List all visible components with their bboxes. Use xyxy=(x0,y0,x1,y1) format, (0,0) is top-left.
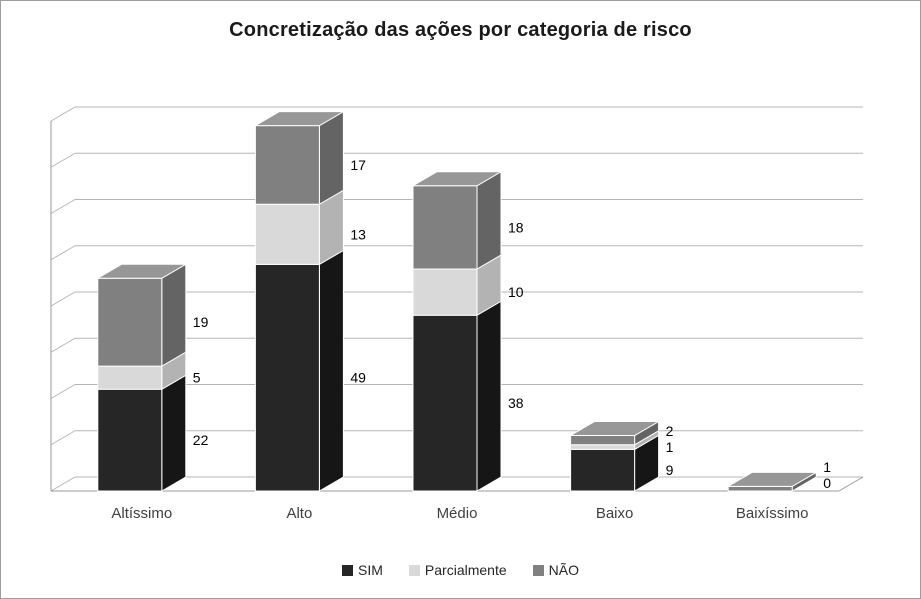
svg-text:5: 5 xyxy=(193,370,201,386)
legend-swatch-nao xyxy=(532,564,544,576)
svg-text:Altíssimo: Altíssimo xyxy=(111,505,172,522)
legend-item-nao: NÃO xyxy=(532,562,579,578)
svg-text:Baixo: Baixo xyxy=(596,505,634,522)
legend-swatch-parcialmente xyxy=(408,564,420,576)
svg-text:10: 10 xyxy=(508,284,524,300)
svg-text:Alto: Alto xyxy=(286,505,312,522)
svg-text:19: 19 xyxy=(193,314,209,330)
svg-text:Médio: Médio xyxy=(437,505,478,522)
chart-legend: SIM Parcialmente NÃO xyxy=(1,562,920,578)
legend-item-sim: SIM xyxy=(342,562,383,578)
svg-text:22: 22 xyxy=(193,432,209,448)
legend-label-sim: SIM xyxy=(358,562,383,578)
svg-text:18: 18 xyxy=(508,219,524,235)
svg-text:9: 9 xyxy=(666,462,674,478)
svg-text:2: 2 xyxy=(666,423,674,439)
svg-text:0: 0 xyxy=(823,475,831,491)
legend-item-parcialmente: Parcialmente xyxy=(408,562,507,578)
svg-text:17: 17 xyxy=(350,157,366,173)
svg-text:1: 1 xyxy=(823,459,831,475)
svg-text:Baixíssimo: Baixíssimo xyxy=(736,505,809,522)
legend-swatch-sim xyxy=(342,564,354,576)
svg-text:13: 13 xyxy=(350,226,366,242)
svg-text:49: 49 xyxy=(350,370,366,386)
legend-label-nao: NÃO xyxy=(548,562,579,578)
chart-title: Concretização das ações por categoria de… xyxy=(229,19,692,41)
svg-text:1: 1 xyxy=(666,439,674,455)
legend-label-parcialmente: Parcialmente xyxy=(424,562,507,578)
svg-text:38: 38 xyxy=(508,395,524,411)
